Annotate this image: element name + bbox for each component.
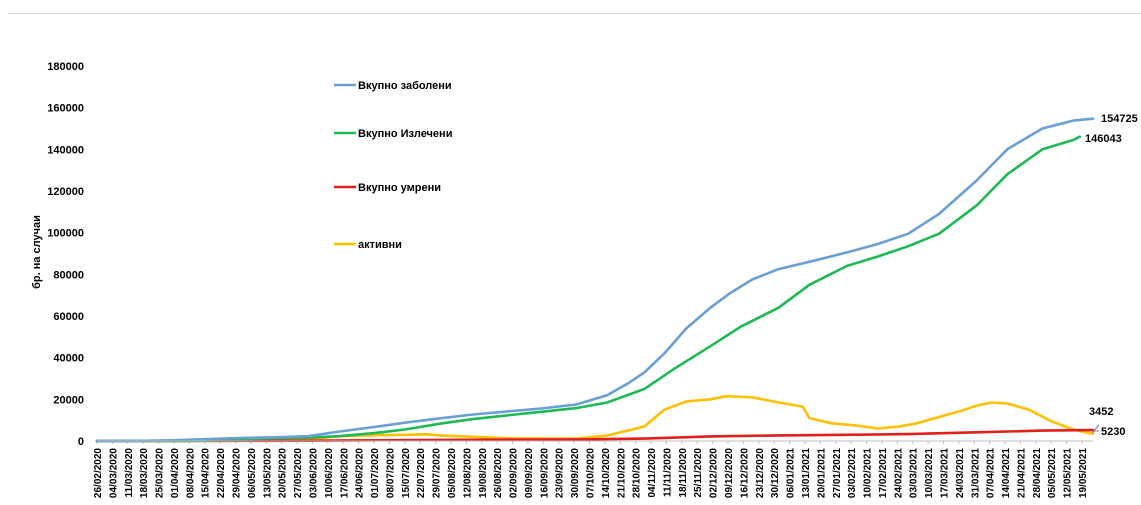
legend: Вкупно заболени Вкупно Излечени Вкупно умр… [334, 80, 452, 251]
x-tick-label: 24/03/2021 [955, 448, 966, 498]
x-tick-label: 07/04/2021 [986, 448, 997, 498]
x-tick-label: 01/04/2020 [170, 448, 181, 498]
y-tick-label: 160000 [47, 103, 84, 115]
x-tick-label: 03/03/2021 [909, 448, 920, 498]
x-tick-label: 05/05/2021 [1047, 448, 1058, 498]
x-tick-label: 31/03/2021 [970, 448, 981, 498]
legend-label: Вкупно умрени [358, 182, 441, 194]
x-tick-label: 08/04/2020 [185, 448, 196, 498]
series-line-1 [95, 135, 1082, 443]
x-tick-label: 02/09/2020 [509, 448, 520, 498]
x-tick-label: 29/07/2020 [432, 448, 443, 498]
x-tick-label: 17/06/2020 [339, 448, 350, 498]
leader-line [1091, 424, 1100, 434]
x-tick-label: 13/05/2020 [262, 448, 273, 498]
chart-border [8, 13, 1141, 14]
x-tick-label: 18/03/2020 [139, 448, 150, 498]
x-tick-label: 10/03/2021 [924, 448, 935, 498]
x-tick-label: 07/10/2020 [586, 448, 597, 498]
x-tick-label: 27/01/2021 [832, 448, 843, 498]
end-value-label: 154725 [1101, 113, 1138, 125]
x-tick-label: 16/12/2020 [739, 448, 750, 498]
x-tick-label: 09/12/2020 [724, 448, 735, 498]
x-tick-label: 20/05/2020 [278, 448, 289, 498]
x-tick-label: 24/06/2020 [355, 448, 366, 498]
x-tick-label: 21/10/2020 [616, 448, 627, 498]
end-value-label: 5230 [1101, 426, 1125, 438]
x-tick-label: 18/11/2020 [678, 448, 689, 498]
y-tick-label: 0 [78, 436, 84, 448]
x-tick-label: 23/09/2020 [555, 448, 566, 498]
y-tick-label: 120000 [47, 186, 84, 198]
x-tick-label: 22/04/2020 [216, 448, 227, 498]
x-tick-label: 04/11/2020 [647, 448, 658, 498]
y-tick-label: 100000 [47, 228, 84, 240]
legend-label: Вкупно Излечени [358, 128, 452, 140]
legend-label: Вкупно заболени [358, 80, 452, 92]
end-value-label: 3452 [1089, 406, 1113, 418]
x-tick-label: 13/01/2021 [801, 448, 812, 498]
x-tick-label: 16/09/2020 [539, 448, 550, 498]
y-tick-label: 60000 [53, 311, 84, 323]
x-tick-label: 06/05/2020 [247, 448, 258, 498]
series-line-0 [95, 117, 1095, 443]
x-tick-label: 30/12/2020 [770, 448, 781, 498]
y-tick-label: 140000 [47, 144, 84, 156]
x-tick-label: 15/04/2020 [201, 448, 212, 498]
x-tick-label: 08/07/2020 [385, 448, 396, 498]
x-tick-label: 11/11/2020 [662, 448, 673, 497]
x-tick-label: 29/04/2020 [232, 448, 243, 498]
x-tick-label: 20/01/2021 [816, 448, 827, 498]
x-tick-label: 10/02/2021 [863, 448, 874, 498]
x-tick-label: 17/02/2021 [878, 448, 889, 498]
x-tick-label: 19/05/2021 [1078, 448, 1089, 498]
x-tick-label: 28/04/2021 [1032, 448, 1043, 498]
x-tick-label: 14/10/2020 [601, 448, 612, 498]
x-tick-label: 12/08/2020 [462, 448, 473, 498]
y-axis-ticks: 0 20000 40000 60000 80000 100000 120000 140000 1… [47, 61, 84, 448]
x-tick-label: 24/02/2021 [893, 448, 904, 498]
x-tick-label: 03/06/2020 [308, 448, 319, 498]
x-tick-label: 19/08/2020 [478, 448, 489, 498]
x-tick-label: 14/04/2021 [1001, 448, 1012, 498]
y-tick-label: 180000 [47, 61, 84, 73]
x-tick-label: 10/06/2020 [324, 448, 335, 498]
x-tick-label: 15/07/2020 [401, 448, 412, 498]
x-tick-label: 25/03/2020 [155, 448, 166, 498]
x-tick-label: 06/01/2021 [786, 448, 797, 498]
x-tick-label: 02/12/2020 [709, 448, 720, 498]
legend-label: активни [358, 239, 402, 251]
x-tick-label: 26/02/2020 [93, 448, 104, 498]
y-tick-label: 40000 [53, 353, 84, 365]
x-tick-label: 04/03/2020 [108, 448, 119, 498]
y-tick-label: 20000 [53, 394, 84, 406]
x-tick-label: 22/07/2020 [416, 448, 427, 498]
x-tick-label: 05/08/2020 [447, 448, 458, 498]
x-tick-label: 03/02/2021 [847, 448, 858, 498]
x-tick-label: 27/05/2020 [293, 448, 304, 498]
end-labels: 154725 146043 5230 3452 [1085, 113, 1138, 438]
x-tick-label: 12/05/2021 [1063, 448, 1074, 498]
end-value-label: 146043 [1085, 133, 1122, 145]
x-tick-label: 23/12/2020 [755, 448, 766, 498]
x-tick-label: 30/09/2020 [570, 448, 581, 498]
x-tick-label: 28/10/2020 [632, 448, 643, 498]
x-tick-label: 09/09/2020 [524, 448, 535, 498]
series-layer [95, 117, 1095, 443]
x-tick-label: 01/07/2020 [370, 448, 381, 498]
x-axis-ticks: 26/02/2020 04/03/2020 11/03/2020 18/03/2020… [93, 441, 1089, 498]
x-tick-label: 21/04/2021 [1016, 448, 1027, 498]
x-tick-label: 25/11/2020 [693, 448, 704, 498]
x-tick-label: 26/08/2020 [493, 448, 504, 498]
y-axis-title: бр. на случаи [31, 215, 43, 289]
x-tick-label: 17/03/2021 [939, 448, 950, 498]
y-tick-label: 80000 [53, 269, 84, 281]
x-tick-label: 11/03/2020 [124, 448, 135, 498]
